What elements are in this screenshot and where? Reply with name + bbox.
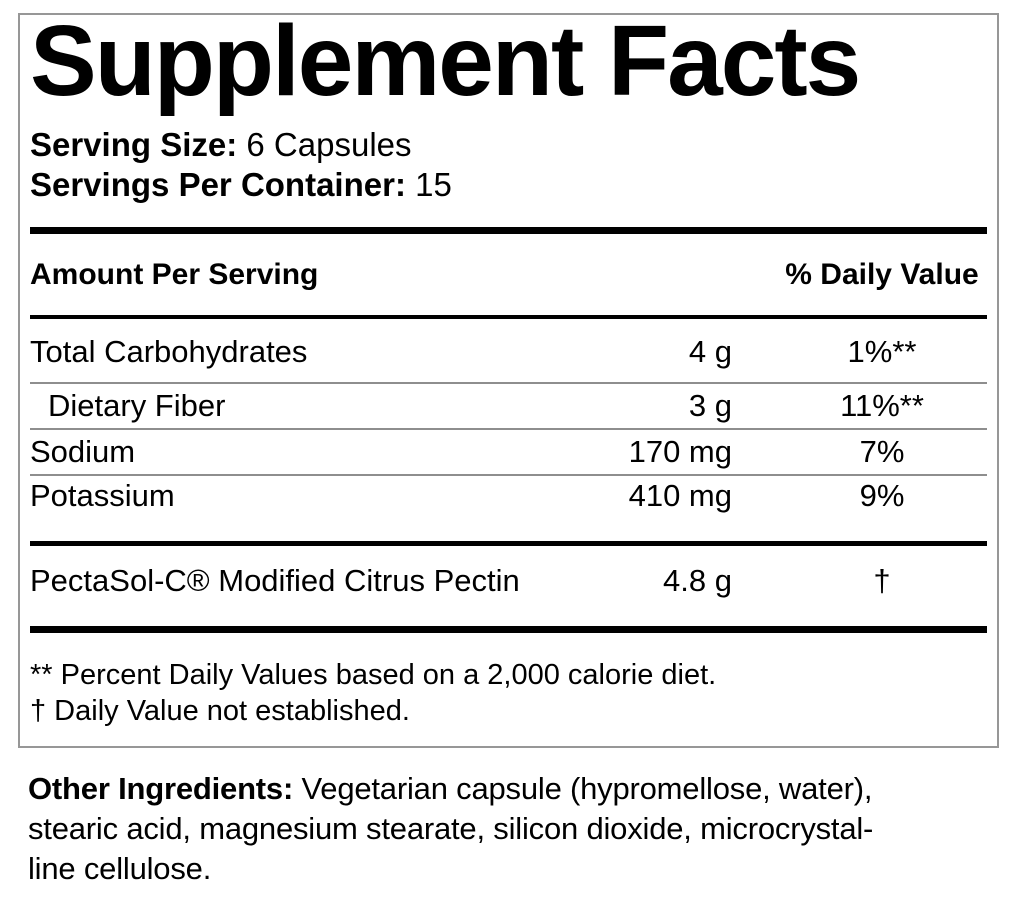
nutrient-amount: 4 g <box>688 334 732 369</box>
other-ingredients-line-1: Other Ingredients: Vegetarian capsule (h… <box>28 769 1013 809</box>
thick-rule-top <box>30 227 987 234</box>
nutrient-name: PectaSol-C® Modified Citrus Pectin <box>30 563 520 598</box>
nutrient-daily-value: 11%** <box>840 388 924 423</box>
servings-per-container-value: 15 <box>415 166 452 203</box>
serving-info: Serving Size: 6 Capsules Servings Per Co… <box>30 125 987 205</box>
nutrient-row-pectasol: PectaSol-C® Modified Citrus Pectin 4.8 g… <box>30 546 987 626</box>
nutrient-amount: 170 mg <box>628 434 732 469</box>
nutrient-name: Dietary Fiber <box>48 388 226 423</box>
medium-rule-above-proprietary <box>30 541 987 546</box>
nutrient-name: Sodium <box>30 434 136 469</box>
panel-title: Supplement Facts <box>30 5 861 117</box>
nutrient-row-dietary-fiber: Dietary Fiber 3 g 11%** <box>30 382 987 428</box>
thick-rule-bottom <box>30 626 987 633</box>
footnote-dagger: † Daily Value not established. <box>30 695 410 727</box>
nutrient-amount: 4.8 g <box>663 563 732 598</box>
nutrient-daily-value-dagger: † <box>873 563 891 598</box>
footnote-daily-values: ** Percent Daily Values based on a 2,000… <box>30 659 717 691</box>
other-ingredients-line-2: stearic acid, magnesium stearate, silico… <box>28 811 874 846</box>
nutrient-daily-value: 1%** <box>847 334 917 369</box>
other-ingredients-line-1-text: Vegetarian capsule (hypromellose, water)… <box>293 771 873 806</box>
nutrient-row-total-carbohydrates: Total Carbohydrates 4 g 1%** <box>30 319 987 382</box>
nutrient-row-potassium: Potassium 410 mg 9% <box>30 474 987 541</box>
serving-size-value: 6 Capsules <box>246 126 412 163</box>
percent-daily-value-header: % Daily Value <box>785 258 979 291</box>
serving-size-label: Serving Size: <box>30 126 238 163</box>
nutrient-amount: 3 g <box>688 388 732 423</box>
servings-per-container-line: Servings Per Container: 15 <box>30 165 987 205</box>
table-header-row: Amount Per Serving % Daily Value <box>30 234 987 319</box>
servings-per-container-label: Servings Per Container: <box>30 166 406 203</box>
other-ingredients-section: Other Ingredients: Vegetarian capsule (h… <box>28 769 1013 889</box>
nutrient-name: Potassium <box>30 478 175 513</box>
nutrient-daily-value: 9% <box>859 478 905 513</box>
nutrient-row-sodium: Sodium 170 mg 7% <box>30 428 987 474</box>
serving-size-line: Serving Size: 6 Capsules <box>30 125 987 165</box>
nutrient-amount: 410 mg <box>628 478 732 513</box>
supplement-facts-panel: Supplement Facts Serving Size: 6 Capsule… <box>18 5 999 748</box>
footnotes: ** Percent Daily Values based on a 2,000… <box>30 633 987 729</box>
other-ingredients-label: Other Ingredients: <box>28 771 294 806</box>
other-ingredients-line-3: line cellulose. <box>28 851 212 886</box>
nutrient-daily-value: 7% <box>859 434 905 469</box>
nutrient-name: Total Carbohydrates <box>30 334 308 369</box>
amount-per-serving-header: Amount Per Serving <box>30 258 319 291</box>
